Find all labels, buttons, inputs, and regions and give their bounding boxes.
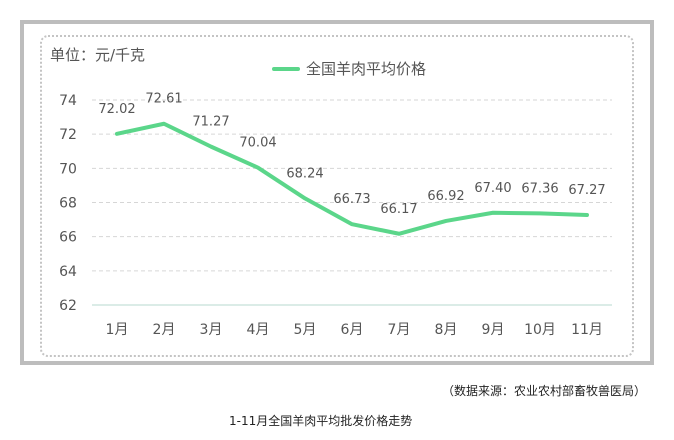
series-line [115, 121, 589, 236]
chart-frame [20, 20, 654, 365]
svg-text:11月: 11月 [571, 322, 603, 338]
svg-text:66.92: 66.92 [427, 189, 464, 204]
svg-text:68.24: 68.24 [286, 166, 323, 181]
unit-label: 单位：元/千克 [50, 46, 146, 64]
legend: 全国羊肉平均价格 [272, 58, 426, 79]
svg-text:72.02: 72.02 [98, 102, 135, 117]
svg-text:74: 74 [59, 93, 77, 109]
gridlines [92, 99, 612, 306]
svg-text:66: 66 [59, 230, 77, 246]
svg-text:67.27: 67.27 [568, 183, 605, 198]
svg-text:68: 68 [59, 196, 77, 212]
svg-text:1月: 1月 [106, 322, 129, 338]
svg-text:8月: 8月 [435, 322, 458, 338]
chart-dotted-border [40, 35, 634, 357]
svg-text:62: 62 [59, 298, 77, 314]
svg-text:7月: 7月 [388, 322, 411, 338]
x-axis-ticks: 1月 2月 3月 4月 5月 6月 7月 8月 9月 10月 11月 [106, 322, 603, 338]
svg-text:66.17: 66.17 [380, 202, 417, 217]
legend-line-icon [272, 66, 300, 71]
svg-text:6月: 6月 [341, 322, 364, 338]
svg-text:67.36: 67.36 [521, 181, 558, 196]
svg-text:72.61: 72.61 [145, 92, 182, 107]
svg-text:10月: 10月 [524, 322, 556, 338]
svg-text:3月: 3月 [200, 322, 223, 338]
svg-text:72: 72 [59, 127, 77, 143]
y-axis-ticks: 62 64 66 68 70 72 74 [59, 93, 77, 314]
svg-text:67.40: 67.40 [474, 181, 511, 196]
data-labels: 72.02 72.61 71.27 70.04 68.24 66.73 66.17 66.92… [98, 92, 605, 217]
svg-text:2月: 2月 [153, 322, 176, 338]
svg-text:9月: 9月 [482, 322, 505, 338]
svg-text:71.27: 71.27 [192, 115, 229, 130]
svg-text:4月: 4月 [247, 322, 270, 338]
figure-caption: 1-11月全国羊肉平均批发价格走势 [229, 414, 413, 428]
data-source: （数据来源：农业农村部畜牧兽医局） [441, 384, 646, 398]
svg-text:70: 70 [59, 161, 77, 177]
svg-text:5月: 5月 [294, 322, 317, 338]
svg-text:66.73: 66.73 [333, 192, 370, 207]
svg-text:70.04: 70.04 [239, 136, 276, 151]
svg-text:64: 64 [59, 264, 77, 280]
legend-label: 全国羊肉平均价格 [306, 60, 427, 78]
